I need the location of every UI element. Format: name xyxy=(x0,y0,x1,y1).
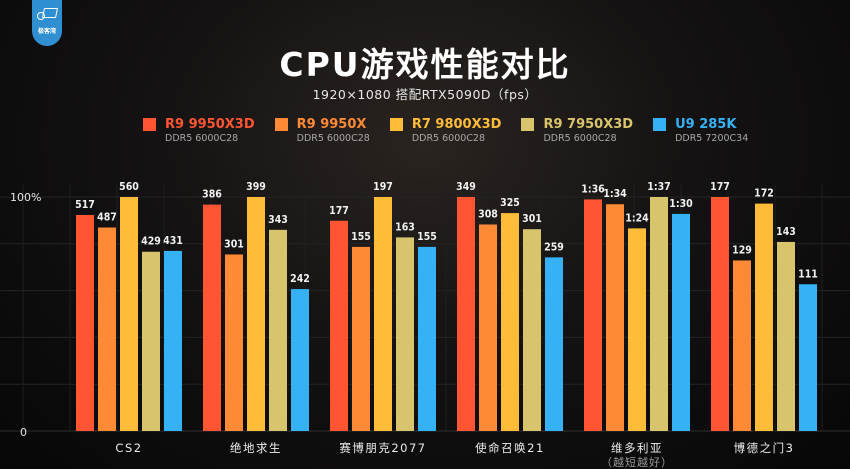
bar xyxy=(755,203,773,431)
bar-value-label: 177 xyxy=(710,181,730,193)
bar xyxy=(76,214,94,431)
camera-logo-icon xyxy=(37,6,59,20)
bar-value-label: 301 xyxy=(224,238,244,250)
bar-value-label: 129 xyxy=(732,244,752,256)
legend-swatch xyxy=(521,118,535,131)
legend-swatch xyxy=(389,118,403,131)
x-tick-label: 使命召唤21 xyxy=(475,441,545,455)
bar-value-label: 1:34 xyxy=(603,188,627,200)
legend-swatch xyxy=(653,118,667,131)
x-tick-label: 维多利亚 xyxy=(611,441,663,455)
bar-value-label: 1:36 xyxy=(581,183,605,195)
x-tick-label: 绝地求生 xyxy=(230,441,282,455)
brand-logo-text: 极客湾 xyxy=(37,28,56,35)
legend: R9 9950X3D DDR5 6000C28 R9 9950X DDR5 60… xyxy=(143,117,768,145)
bar-value-label: 1:37 xyxy=(647,181,671,193)
bar-value-label: 111 xyxy=(798,268,818,280)
bar xyxy=(247,197,265,431)
bar xyxy=(672,213,690,431)
bar xyxy=(523,229,541,431)
bar-value-label: 163 xyxy=(395,221,415,233)
bar-value-label: 197 xyxy=(373,181,393,193)
chart-subtitle: 1920×1080 搭配RTX5090D（fps） xyxy=(312,87,538,102)
bar xyxy=(777,241,795,431)
bar xyxy=(330,220,348,431)
legend-memory: DDR5 7200C34 xyxy=(675,133,749,144)
bar xyxy=(374,197,392,431)
bar xyxy=(799,284,817,431)
bar-value-label: 517 xyxy=(75,199,95,211)
bar xyxy=(142,251,160,431)
bar xyxy=(545,257,563,431)
bar xyxy=(291,289,309,431)
bar xyxy=(650,197,668,431)
bar xyxy=(164,250,182,431)
bar xyxy=(501,213,519,431)
bar-value-label: 155 xyxy=(351,231,371,243)
bar-value-label: 242 xyxy=(290,273,310,285)
bar-value-label: 1:24 xyxy=(625,212,649,224)
legend-item: U9 285K DDR5 7200C34 xyxy=(653,117,748,145)
legend-item: R9 7950X3D DDR5 6000C28 xyxy=(521,117,633,145)
legend-memory: DDR5 6000C28 xyxy=(411,133,486,144)
bar-value-label: 143 xyxy=(776,226,796,238)
legend-name: R7 9800X3D xyxy=(411,117,502,132)
legend-name: U9 285K xyxy=(675,117,737,132)
bar xyxy=(584,199,602,431)
y-tick-max: 100% xyxy=(10,191,41,204)
bar-value-label: 1:30 xyxy=(669,198,693,210)
bar-value-label: 325 xyxy=(500,197,520,209)
bar xyxy=(628,228,646,431)
legend-memory: DDR5 6000C28 xyxy=(165,133,239,144)
bar xyxy=(352,246,370,431)
bar xyxy=(269,229,287,431)
bars xyxy=(76,197,817,431)
bar-value-label: 429 xyxy=(141,236,161,248)
brand-logo: 极客湾 xyxy=(32,0,62,46)
category-labels: CS2 绝地求生 赛博朋克2077 使命召唤21 维多利亚（越短越好） 博德之门3 xyxy=(115,441,795,469)
legend-name: R9 7950X3D xyxy=(543,117,634,132)
legend-swatch xyxy=(274,118,288,131)
bar-value-label: 301 xyxy=(522,213,542,225)
bar-value-label: 386 xyxy=(202,189,222,201)
legend-swatch xyxy=(143,118,156,131)
bar-value-label: 343 xyxy=(268,214,288,226)
x-tick-label: CS2 xyxy=(115,441,142,455)
bar xyxy=(457,197,475,431)
bar-value-label: 172 xyxy=(754,188,774,200)
chart-title: CPU游戏性能对比 xyxy=(279,45,571,84)
bar-value-label: 308 xyxy=(478,208,498,220)
bar-value-label: 155 xyxy=(417,231,437,243)
y-tick-zero: 0 xyxy=(20,426,27,439)
legend-item: R9 9950X3D DDR5 6000C28 xyxy=(143,117,255,145)
legend-name: R9 9950X xyxy=(296,117,367,132)
x-tick-label: 赛博朋克2077 xyxy=(339,441,426,455)
bar xyxy=(203,204,221,431)
bar-value-label: 431 xyxy=(163,235,183,247)
legend-memory: DDR5 6000C28 xyxy=(543,133,617,144)
bar xyxy=(711,197,729,431)
bar xyxy=(733,260,751,431)
x-tick-label: 博德之门3 xyxy=(734,441,795,455)
bar xyxy=(98,227,116,431)
bar xyxy=(418,246,436,431)
legend-name: R9 9950X3D xyxy=(165,117,255,132)
bar-value-label: 560 xyxy=(119,181,139,193)
bar xyxy=(396,237,414,431)
x-tick-note: （越短越好） xyxy=(601,455,673,469)
legend-memory: DDR5 6000C28 xyxy=(296,133,370,144)
bar xyxy=(225,254,243,431)
bar-value-label: 487 xyxy=(97,212,117,224)
bar xyxy=(606,204,624,431)
bar-value-label: 177 xyxy=(329,205,349,217)
legend-item: R7 9800X3D DDR5 6000C28 xyxy=(389,117,502,145)
bar-value-label: 349 xyxy=(456,181,476,193)
bar-value-label: 399 xyxy=(246,181,266,193)
bar-value-label: 259 xyxy=(544,241,564,253)
bar xyxy=(120,197,138,431)
bar xyxy=(479,224,497,431)
legend-item: R9 9950X DDR5 6000C28 xyxy=(274,117,370,145)
